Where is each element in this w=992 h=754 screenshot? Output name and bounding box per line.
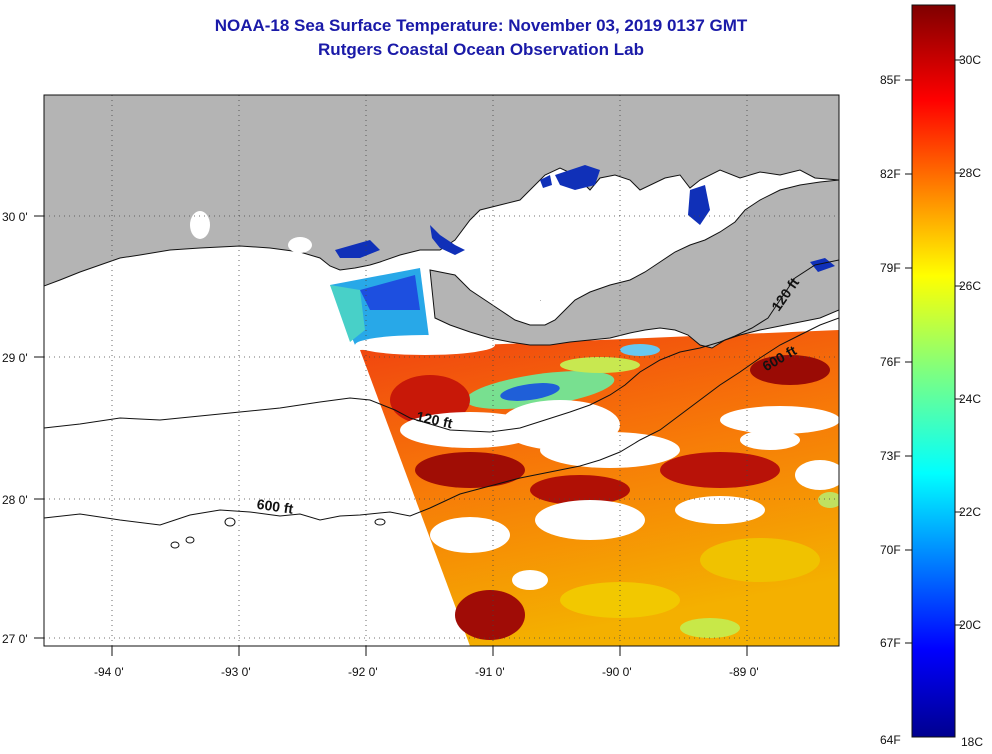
lon-label-89: -89 0' — [729, 665, 759, 679]
colorbar-label-82f: 82F — [880, 167, 901, 181]
map-title: NOAA-18 Sea Surface Temperature: Novembe… — [214, 16, 748, 35]
map-subtitle: Rutgers Coastal Ocean Observation Lab — [318, 40, 644, 59]
colorbar-label-18c: 18C — [961, 735, 983, 749]
lon-label-94: -94 0' — [94, 665, 124, 679]
lat-axis-labels: 27 0' 28 0' 29 0' 30 0' — [2, 210, 28, 646]
temperature-colorbar: 30C 28C 26C 24C 22C 20C 18C 85F 82F 79F … — [880, 4, 983, 749]
inland-water-features — [190, 165, 835, 272]
land-mass — [44, 95, 839, 349]
colorbar-label-22c: 22C — [959, 505, 981, 519]
colorbar-label-20c: 20C — [959, 618, 981, 632]
graticule — [44, 95, 839, 646]
colorbar-label-76f: 76F — [880, 355, 901, 369]
lat-label-28: 28 0' — [2, 493, 28, 507]
map-panel: 120 ft 600 ft 120 ft 600 ft — [44, 95, 839, 646]
colorbar-label-85f: 85F — [880, 73, 901, 87]
bathymetry-contours — [44, 259, 839, 549]
contour-label-600ft-west: 600 ft — [256, 496, 295, 517]
colorbar-label-67f: 67F — [880, 636, 901, 650]
delta-marker — [540, 300, 541, 301]
lat-label-27: 27 0' — [2, 632, 28, 646]
lon-label-90: -90 0' — [602, 665, 632, 679]
colorbar-label-26c: 26C — [959, 279, 981, 293]
colorbar-label-24c: 24C — [959, 392, 981, 406]
colorbar-label-73f: 73F — [880, 449, 901, 463]
lon-label-93: -93 0' — [221, 665, 251, 679]
colorbar-label-28c: 28C — [959, 166, 981, 180]
lon-axis-labels: -94 0' -93 0' -92 0' -91 0' -90 0' -89 0… — [94, 665, 759, 679]
lat-label-29: 29 0' — [2, 351, 28, 365]
lon-label-92: -92 0' — [348, 665, 378, 679]
lat-label-30: 30 0' — [2, 210, 28, 224]
axis-ticks — [34, 215, 748, 656]
colorbar-label-30c: 30C — [959, 53, 981, 67]
lon-label-91: -91 0' — [475, 665, 505, 679]
colorbar-label-64f: 64F — [880, 733, 901, 747]
colorbar-label-70f: 70F — [880, 543, 901, 557]
sst-swath — [330, 268, 839, 646]
colorbar-gradient — [911, 4, 956, 738]
map-frame — [43, 94, 840, 647]
contour-label-120ft-west: 120 ft — [415, 408, 454, 431]
colorbar-label-79f: 79F — [880, 261, 901, 275]
